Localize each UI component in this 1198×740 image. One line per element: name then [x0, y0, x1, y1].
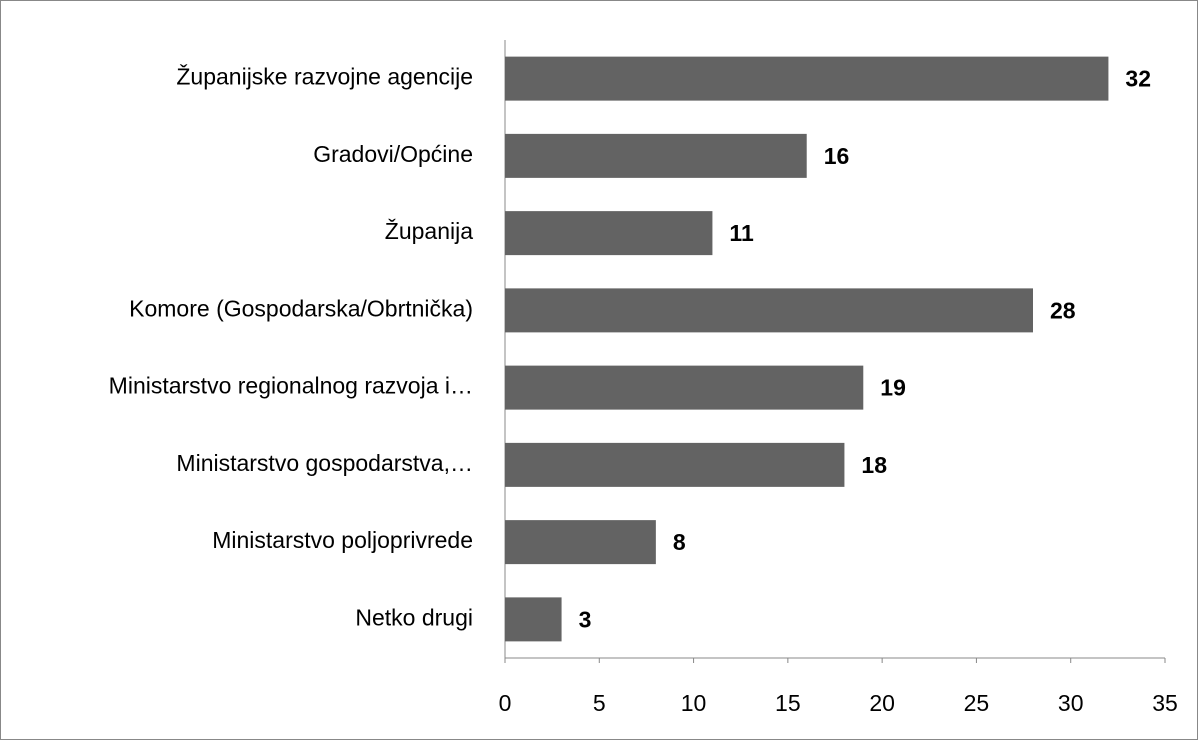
y-tick-label: Gradovi/Općine — [313, 141, 473, 167]
value-label: 32 — [1125, 66, 1151, 92]
y-tick-label: Komore (Gospodarska/Obrtnička) — [129, 295, 473, 321]
bar — [505, 442, 845, 487]
x-tick-label: 35 — [1152, 690, 1178, 716]
value-label: 16 — [824, 143, 850, 169]
bar — [505, 365, 864, 410]
value-label: 11 — [729, 220, 754, 246]
bar — [505, 211, 713, 256]
bar — [505, 56, 1109, 101]
bar — [505, 597, 562, 642]
value-label: 3 — [579, 606, 592, 632]
value-label: 19 — [880, 375, 906, 401]
value-label: 28 — [1050, 297, 1076, 323]
x-tick-label: 20 — [869, 690, 895, 716]
x-tick-label: 5 — [593, 690, 606, 716]
y-tick-label: Ministarstvo regionalnog razvoja i… — [109, 373, 473, 399]
value-label: 8 — [673, 529, 686, 555]
x-tick-label: 30 — [1058, 690, 1084, 716]
y-tick-label: Županijske razvojne agencije — [176, 64, 473, 90]
y-tick-label: Netko drugi — [355, 604, 473, 630]
y-tick-label: Ministarstvo gospodarstva,… — [176, 450, 473, 476]
bar — [505, 520, 656, 565]
y-tick-label: Ministarstvo poljoprivrede — [212, 527, 473, 553]
value-label: 18 — [861, 452, 887, 478]
x-tick-label: 15 — [775, 690, 801, 716]
x-tick-label: 10 — [681, 690, 707, 716]
x-tick-label: 0 — [499, 690, 512, 716]
y-tick-label: Županija — [385, 218, 473, 244]
x-tick-label: 25 — [964, 690, 990, 716]
bar — [505, 133, 807, 178]
bar — [505, 288, 1033, 333]
